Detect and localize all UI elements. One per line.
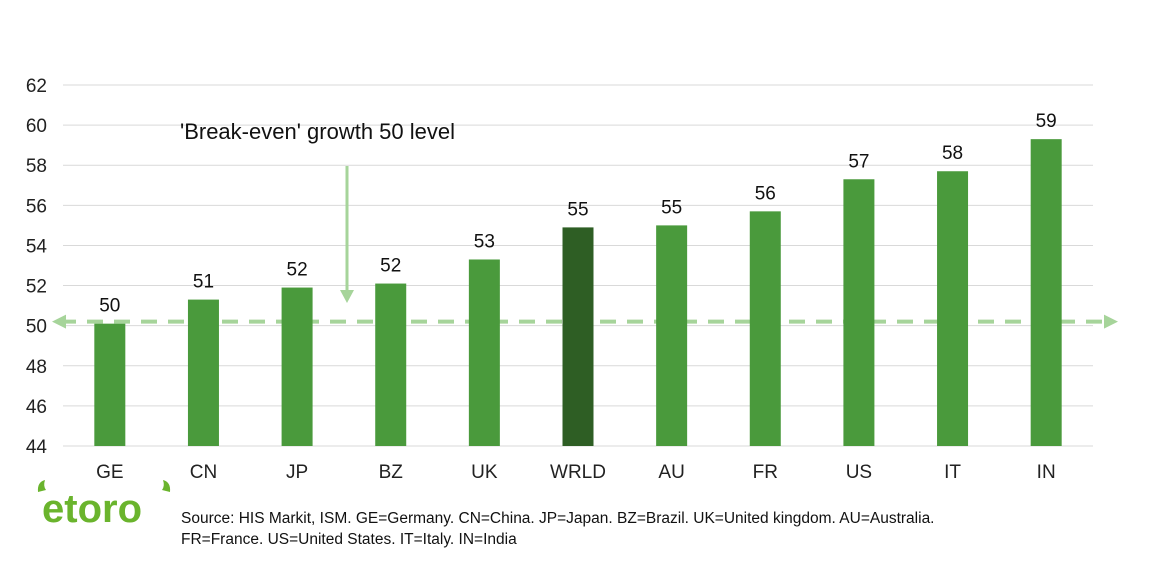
x-tick-label-fr: FR <box>753 462 778 483</box>
x-axis: GE CN JP BZ UK WRLD AU FR US IT IN <box>96 462 1056 483</box>
y-tick-label: 56 <box>26 196 47 217</box>
y-tick-label: 50 <box>26 317 47 338</box>
y-tick-label: 48 <box>26 357 47 378</box>
bar-au <box>656 225 688 446</box>
bar-bz <box>375 283 407 446</box>
x-tick-label-it: IT <box>944 462 961 483</box>
x-tick-label-us: US <box>846 462 872 483</box>
x-tick-label-ge: GE <box>96 462 123 483</box>
bar-jp <box>281 287 313 446</box>
data-label-in: 59 <box>1036 111 1057 132</box>
logo-wordmark: etoro <box>42 487 142 530</box>
bar-it <box>937 171 969 446</box>
bar-uk <box>468 259 500 446</box>
y-tick-label: 54 <box>26 236 48 257</box>
annotation-arrow-head <box>340 290 354 303</box>
data-label-us: 57 <box>848 151 869 172</box>
y-tick-label: 62 <box>26 76 47 97</box>
x-tick-label-wrld: WRLD <box>550 462 606 483</box>
x-tick-label-jp: JP <box>286 462 308 483</box>
x-tick-label-in: IN <box>1037 462 1056 483</box>
data-label-au: 55 <box>661 197 682 218</box>
data-label-fr: 56 <box>755 183 776 204</box>
x-tick-label-cn: CN <box>190 462 217 483</box>
reference-arrow-left <box>52 314 66 329</box>
y-tick-label: 58 <box>26 156 47 177</box>
etoro-logo: etoro <box>37 480 171 530</box>
data-label-ge: 50 <box>99 296 120 317</box>
y-axis: 44 46 48 50 52 54 56 58 60 62 <box>26 76 48 458</box>
x-tick-label-uk: UK <box>471 462 498 483</box>
bar-us <box>843 179 875 446</box>
bar-cn <box>187 299 219 446</box>
data-label-it: 58 <box>942 143 963 164</box>
data-label-uk: 53 <box>474 231 495 252</box>
logo-left-horn <box>37 480 46 492</box>
logo-right-horn <box>162 480 171 492</box>
annotation: 'Break-even' growth 50 level <box>180 119 455 303</box>
y-tick-label: 44 <box>26 437 48 458</box>
data-label-cn: 51 <box>193 272 214 293</box>
source-line-1: Source: HIS Markit, ISM. GE=Germany. CN=… <box>181 510 935 527</box>
data-label-bz: 52 <box>380 256 401 277</box>
y-tick-label: 60 <box>26 116 47 137</box>
source-note: Source: HIS Markit, ISM. GE=Germany. CN=… <box>181 508 1141 550</box>
x-tick-label-bz: BZ <box>379 462 404 483</box>
bar-wrld <box>562 227 594 446</box>
bar-fr <box>749 211 781 446</box>
y-tick-label: 52 <box>26 277 47 298</box>
data-label-jp: 52 <box>287 260 308 281</box>
bar-ge <box>94 323 126 446</box>
bar-in <box>1030 139 1062 446</box>
y-tick-label: 46 <box>26 397 47 418</box>
reference-arrow-right <box>1104 314 1118 329</box>
x-tick-label-au: AU <box>658 462 684 483</box>
data-label-wrld: 55 <box>567 199 588 220</box>
source-line-2: FR=France. US=United States. IT=Italy. I… <box>181 531 517 548</box>
bars: 50 51 52 52 53 55 55 56 57 58 59 <box>94 111 1062 446</box>
annotation-text: 'Break-even' growth 50 level <box>180 119 455 144</box>
